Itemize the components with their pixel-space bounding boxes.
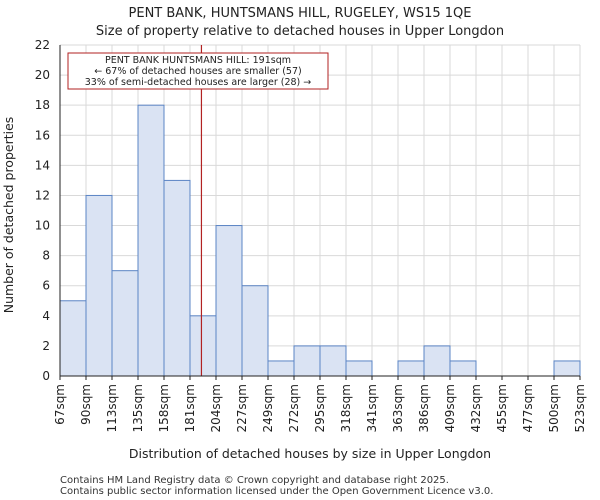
bar — [189, 315, 217, 377]
bar — [293, 345, 321, 377]
x-tick-label: 318sqm — [339, 384, 353, 432]
x-tick-label: 295sqm — [313, 384, 327, 432]
y-tick-label: 14 — [35, 158, 50, 172]
bar — [345, 360, 373, 377]
bars — [59, 104, 581, 377]
bar — [85, 194, 113, 377]
x-tick-label: 477sqm — [521, 384, 535, 432]
y-tick-label: 2 — [42, 339, 50, 353]
x-tick-label: 432sqm — [469, 384, 483, 432]
x-tick-label: 249sqm — [261, 384, 275, 432]
y-tick-label: 12 — [35, 188, 50, 202]
footer-line-1: Contains HM Land Registry data © Crown c… — [60, 475, 449, 486]
x-tick-label: 363sqm — [391, 384, 405, 432]
bar — [423, 345, 451, 377]
x-tick-label: 523sqm — [573, 384, 587, 432]
y-tick-label: 0 — [42, 369, 50, 383]
x-tick-label: 158sqm — [157, 384, 171, 432]
x-tick-label: 341sqm — [365, 384, 379, 432]
annotation-line-3: 33% of semi-detached houses are larger (… — [85, 77, 312, 88]
bar — [397, 360, 425, 377]
bar — [163, 179, 191, 377]
x-axis-label: Distribution of detached houses by size … — [129, 446, 491, 461]
y-tick-label: 6 — [42, 279, 50, 293]
footer-line-2: Contains public sector information licen… — [60, 486, 493, 497]
y-tick-label: 18 — [35, 98, 50, 112]
x-tick-label: 135sqm — [131, 384, 145, 432]
x-tick-label: 409sqm — [443, 384, 457, 432]
y-tick-label: 4 — [42, 309, 50, 323]
bar — [449, 360, 477, 377]
bar — [59, 300, 87, 377]
x-tick-labels: 67sqm 90sqm 113sqm 135sqm 158sqm 181sqm 204sqm… — [53, 384, 587, 432]
annotation-line-1: PENT BANK HUNTSMANS HILL: 191sqm — [105, 55, 291, 66]
bar — [319, 345, 347, 377]
y-axis-label: Number of detached properties — [1, 117, 16, 314]
bar — [553, 360, 581, 377]
bar — [137, 104, 165, 377]
x-tick-label: 272sqm — [287, 384, 301, 432]
x-tick-label: 227sqm — [235, 384, 249, 432]
y-tick-label: 10 — [35, 219, 50, 233]
y-tick-labels: 0 2 4 6 8 10 12 14 16 18 20 22 — [35, 38, 50, 383]
axes — [59, 45, 581, 380]
chart-title: PENT BANK, HUNTSMANS HILL, RUGELEY, WS15… — [129, 6, 472, 21]
chart-subtitle: Size of property relative to detached ho… — [96, 24, 504, 39]
annotation-line-2: ← 67% of detached houses are smaller (57… — [94, 66, 301, 77]
x-tick-label: 500sqm — [547, 384, 561, 432]
bar — [241, 285, 269, 377]
bar — [111, 270, 139, 377]
y-tick-label: 16 — [35, 128, 50, 142]
y-tick-label: 22 — [35, 38, 50, 52]
x-tick-label: 113sqm — [105, 384, 119, 432]
annotation-border — [67, 52, 329, 90]
y-tick-label: 8 — [42, 249, 50, 263]
y-tick-label: 20 — [35, 68, 50, 82]
x-tick-label: 386sqm — [417, 384, 431, 432]
x-tick-label: 455sqm — [495, 384, 509, 432]
annotation-box: PENT BANK HUNTSMANS HILL: 191sqm ← 67% o… — [67, 52, 329, 90]
x-tick-label: 181sqm — [183, 384, 197, 432]
bar — [215, 225, 243, 377]
bar — [267, 360, 295, 377]
x-tick-label: 67sqm — [53, 384, 67, 425]
x-tick-label: 90sqm — [79, 384, 93, 425]
x-tick-label: 204sqm — [209, 384, 223, 432]
